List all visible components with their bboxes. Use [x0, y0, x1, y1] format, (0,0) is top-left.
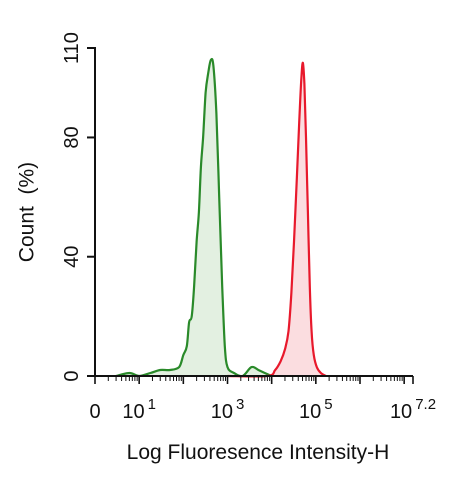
y-axis-ticks: 0 40 80 110: [61, 32, 95, 382]
y-tick-label: 80: [61, 126, 83, 148]
x-axis-title: Log Fluoresence Intensity-H: [127, 441, 390, 464]
x-tick-label: 10 7.2: [390, 396, 436, 423]
red-series-line: [227, 61, 327, 378]
x-axis-ticks: 0 10 1 10 3 10 5 10 7.2: [89, 376, 436, 423]
x-tick-label: 10 5: [299, 396, 333, 423]
y-axis-title: Count (%): [16, 162, 39, 262]
plot-area: [115, 57, 327, 378]
y-tick-label: 110: [61, 32, 83, 64]
red-series-fill: [227, 62, 326, 377]
y-tick-label: 0: [61, 370, 83, 381]
x-tick-label: 10 1: [122, 396, 156, 423]
x-tick-label: 0: [89, 401, 100, 423]
green-series-line: [115, 57, 273, 378]
y-tick-label: 40: [61, 246, 83, 268]
x-tick-label: 10 3: [211, 396, 245, 423]
green-series-fill: [116, 58, 272, 377]
